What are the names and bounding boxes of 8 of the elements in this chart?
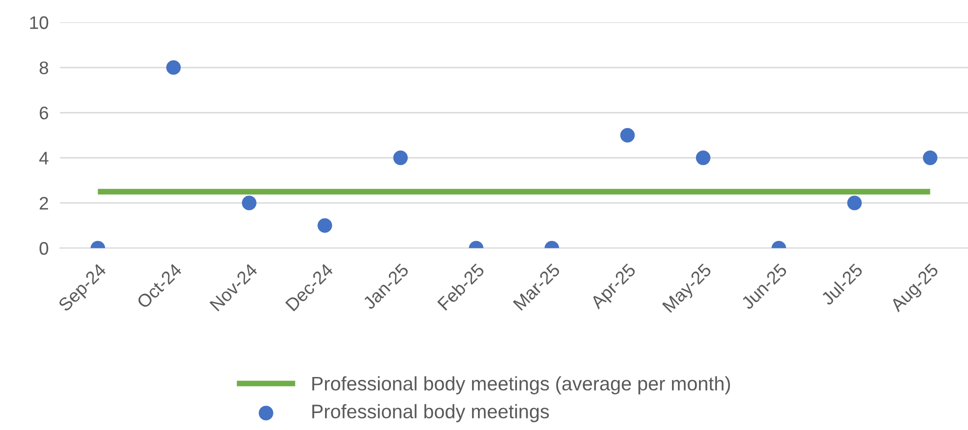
y-tick-label: 0 [40,242,48,255]
legend-label: Professional body meetings [312,404,549,422]
y-tick-label: 6 [40,106,48,120]
y-tick-label: 10 [30,16,48,30]
y-tick-label: 8 [40,61,48,74]
y-tick-label: 2 [40,196,48,210]
legend-label: Professional body meetings (average per month) [312,376,730,394]
y-tick-label: 4 [39,152,48,164]
